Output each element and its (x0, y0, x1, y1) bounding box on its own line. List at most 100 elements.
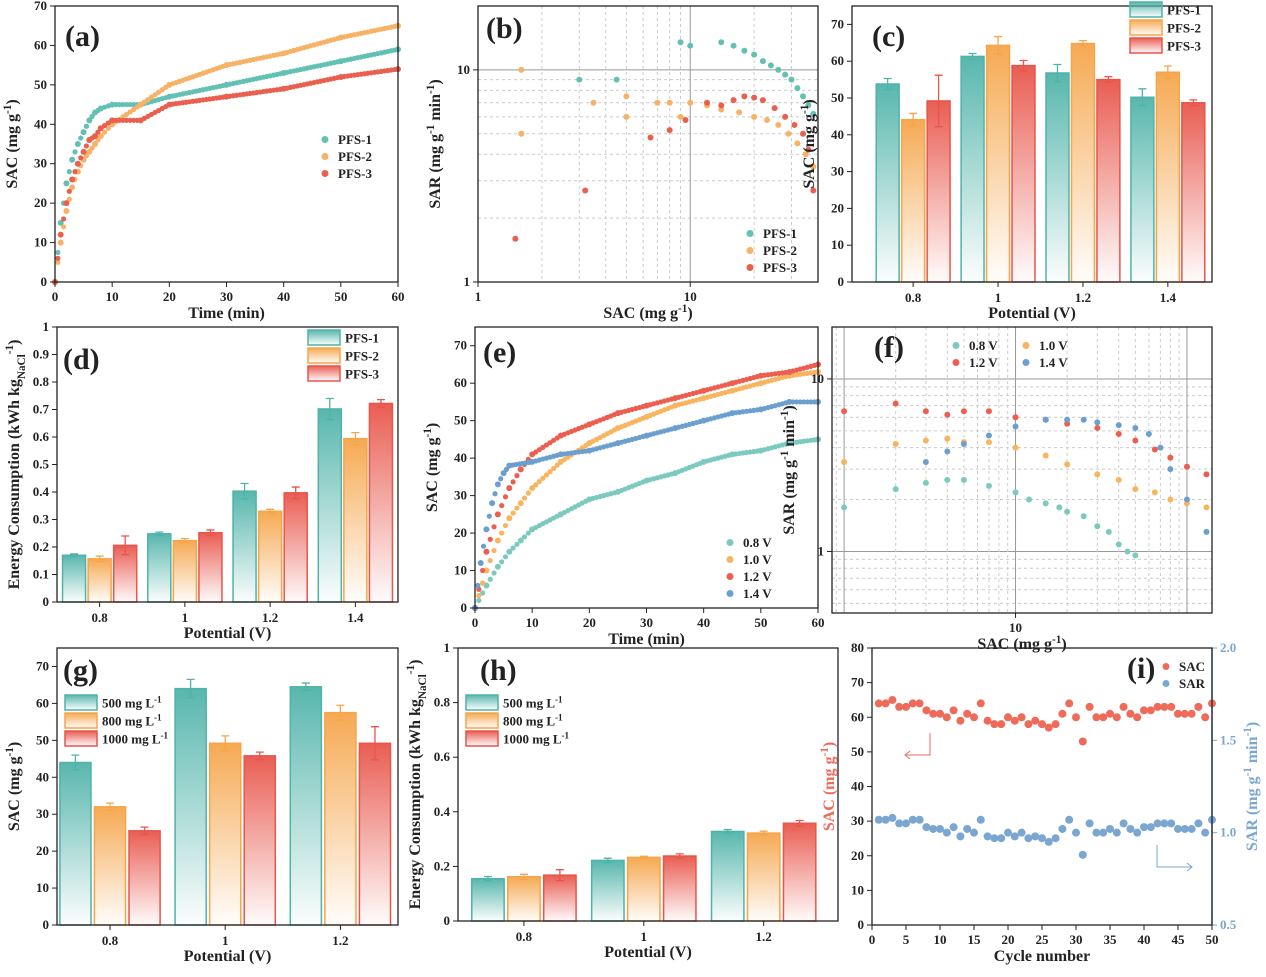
data-point-SAR (1092, 828, 1101, 837)
data-point-1-2-V (494, 511, 501, 518)
data-point-SAC (1065, 699, 1074, 708)
y-axis-label: SAC (mg g-1) (422, 423, 441, 512)
data-point-PFS-3 (741, 93, 748, 100)
data-point-SAC (942, 713, 951, 722)
error-bar (1104, 76, 1113, 84)
error-bar (968, 52, 977, 61)
error-bar (1189, 99, 1198, 107)
legend-label: PFS-2 (1167, 21, 1201, 36)
legend-label: PFS-1 (345, 331, 379, 346)
legend-item: 500 mg L-1 (465, 694, 563, 711)
data-point-SAR (1160, 819, 1169, 828)
y-tick-label: 10 (831, 237, 844, 252)
legend-label: PFS-3 (1167, 39, 1201, 54)
y-tick-label: 0.3 (33, 512, 50, 527)
data-point-1-0-V (494, 537, 501, 544)
data-point-PFS-1 (751, 51, 758, 58)
x-tick-label: 40 (1138, 932, 1151, 947)
curve-dot (95, 137, 101, 143)
legend-label: PFS-3 (763, 260, 797, 275)
error-bar (376, 398, 385, 408)
data-point-SAR (922, 823, 931, 832)
curve-dot (499, 559, 505, 565)
x-tick-label: 1 (995, 290, 1002, 305)
x-tick-label: 1 (182, 610, 189, 625)
plot-frame (477, 5, 819, 283)
error-bar (71, 754, 80, 771)
curve-dot (491, 524, 497, 530)
plot-frame (56, 326, 399, 603)
data-point-SAC (990, 720, 999, 729)
legend-item: PFS-2 (307, 347, 379, 364)
data-point-SAC (1194, 702, 1203, 711)
x-tick-label: 1 (222, 933, 229, 948)
y-tick-label: 0.2 (33, 539, 49, 554)
data-point-1-0-V (1132, 486, 1139, 493)
data-point-SAC (1017, 713, 1026, 722)
panel-label: (c) (872, 20, 905, 53)
y-axis-label: Energy Consumption (kWh kgNaCl-1) (4, 340, 28, 590)
data-point-SAR (942, 828, 951, 837)
legend-label: 500 mg L-1 (503, 695, 563, 711)
data-point-SAR (1004, 828, 1012, 837)
curve-dot (551, 465, 557, 472)
data-point-1-2-V (1151, 446, 1158, 453)
data-point-PFS-1 (788, 76, 795, 83)
data-point-1-4-V (960, 440, 967, 447)
y-tick-label: 0 (41, 274, 48, 289)
data-point-SAR (936, 824, 944, 833)
data-point-SAR (990, 834, 999, 843)
data-point-PFS-2 (763, 117, 770, 124)
legend-label: PFS-3 (345, 367, 379, 382)
data-point-SAC (1126, 709, 1135, 718)
data-point-SAC (1106, 709, 1114, 718)
y-tick-label: 20 (36, 843, 49, 858)
legend-marker (726, 539, 734, 546)
curve-dot (790, 399, 796, 405)
data-point-0-8-V (1080, 513, 1087, 520)
y-tick-label: 60 (454, 375, 467, 390)
legend-label: 1000 mg L-1 (102, 731, 169, 747)
panel-g: 0.8 1 1.2 0 10 20 30 40 50 60 70 Potential (V) SAC (… (4, 647, 399, 965)
curve-dot (113, 101, 119, 108)
y-tick-label: 50 (34, 77, 47, 92)
error-bar (95, 555, 104, 563)
right-y-tick-label: 1.5 (1220, 732, 1237, 747)
data-point-0-8-V (494, 563, 501, 570)
bar-500-mg-L-1--0.8 (471, 877, 505, 922)
data-point-SAR (1201, 828, 1210, 837)
legend-marker (746, 247, 754, 254)
bar-PFS-2-1.4 (343, 437, 368, 603)
data-point-1-2-V (985, 408, 992, 415)
data-point-1-0-V (1094, 471, 1101, 478)
legend-item: PFS-3 (1129, 37, 1201, 54)
y-tick-label: 70 (851, 675, 864, 690)
data-point-PFS-2 (623, 93, 630, 100)
data-point-0-8-V (1042, 500, 1049, 507)
data-point-1-0-V (1042, 452, 1049, 459)
data-point-1-4-V (985, 432, 992, 439)
x-tick-label: 1.4 (347, 610, 364, 625)
curve-dot (521, 495, 528, 501)
legend-marker (1022, 342, 1030, 349)
x-tick-label: 50 (1206, 932, 1219, 947)
error-bar (336, 704, 345, 721)
data-point-1-0-V (1203, 504, 1210, 511)
data-point-PFS-2 (751, 113, 758, 120)
curve-dot (113, 117, 119, 123)
y-tick-label: 30 (831, 164, 844, 179)
y-tick-label: 1 (464, 274, 471, 289)
x-tick-label: 0 (869, 932, 876, 947)
data-point-PFS-1 (63, 180, 70, 187)
data-point-PFS-1 (775, 66, 782, 73)
panel-i: 0 5 10 15 20 25 30 35 40 45 50 0 10 20 30 40 50 60 70 80 0.5… (819, 640, 1261, 965)
data-point-PFS-3 (512, 235, 519, 242)
y-tick-label: 1 (818, 543, 825, 558)
x-tick-label: 35 (1104, 932, 1118, 947)
curve-dot (55, 255, 61, 261)
data-point-SAC (1085, 702, 1094, 711)
panel-label: (d) (63, 343, 100, 376)
error-bar (934, 74, 943, 128)
legend-item: 1.0 V (1022, 338, 1068, 353)
